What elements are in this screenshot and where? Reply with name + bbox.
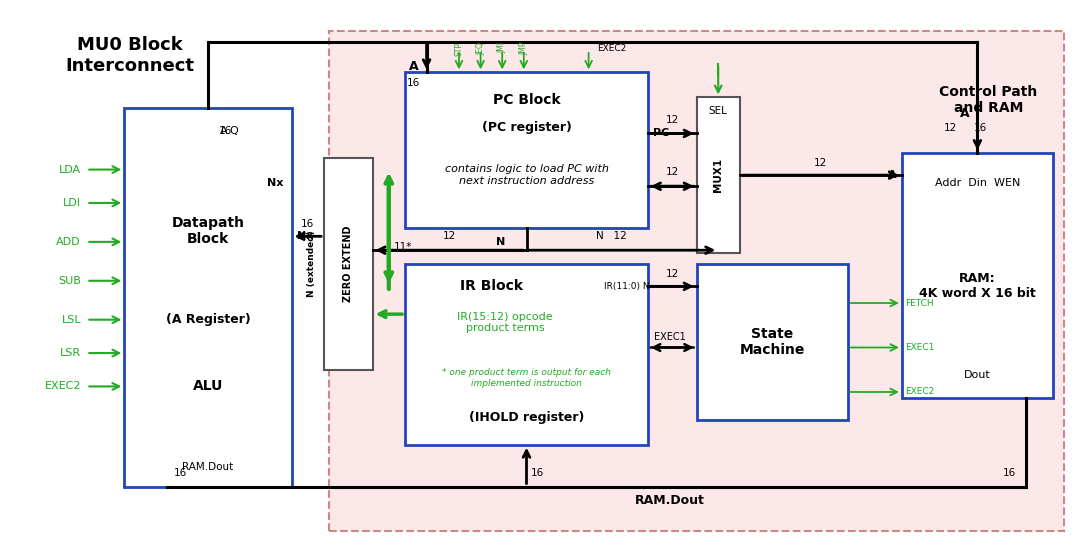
FancyBboxPatch shape: [405, 264, 648, 445]
Text: IR(15:12) opcode
product terms: IR(15:12) opcode product terms: [457, 312, 553, 333]
Text: 11*: 11*: [394, 242, 413, 252]
Text: JMP: JMP: [519, 42, 528, 55]
Text: Datapath
Block: Datapath Block: [172, 216, 244, 246]
Text: JEQ: JEQ: [476, 42, 485, 54]
Text: 16: 16: [974, 123, 987, 133]
Text: EXEC2: EXEC2: [44, 381, 81, 391]
Text: 12: 12: [814, 158, 827, 168]
Text: 16: 16: [407, 78, 420, 88]
Text: A: A: [409, 60, 418, 73]
Text: LDA: LDA: [59, 165, 81, 175]
Text: ADD: ADD: [56, 237, 81, 247]
Text: (A Register): (A Register): [165, 313, 251, 326]
Text: ALU: ALU: [192, 379, 224, 394]
FancyBboxPatch shape: [697, 264, 848, 420]
Text: * one product term is output for each
implemented instruction: * one product term is output for each im…: [442, 369, 611, 388]
Text: 12: 12: [665, 269, 679, 279]
Text: N   12: N 12: [596, 231, 626, 241]
Text: RAM.Dout: RAM.Dout: [183, 462, 233, 472]
Text: LSR: LSR: [59, 348, 81, 358]
Text: 12: 12: [944, 123, 957, 133]
Text: Dout: Dout: [964, 370, 990, 380]
Text: RAM.Dout: RAM.Dout: [635, 494, 704, 507]
Text: 16: 16: [1003, 468, 1016, 478]
FancyBboxPatch shape: [902, 153, 1053, 398]
Text: Addr  Din  WEN: Addr Din WEN: [934, 178, 1021, 188]
Text: PC: PC: [653, 128, 670, 138]
Text: MUX1: MUX1: [713, 158, 724, 192]
Text: IR(11:0) N: IR(11:0) N: [604, 282, 649, 291]
Text: 12: 12: [665, 115, 679, 125]
Text: (PC register): (PC register): [482, 121, 571, 135]
Text: A: A: [960, 107, 969, 121]
FancyBboxPatch shape: [697, 97, 740, 253]
Text: LSL: LSL: [62, 315, 81, 325]
Text: 12: 12: [443, 231, 456, 241]
Text: Nx: Nx: [297, 231, 313, 241]
Text: 16: 16: [530, 468, 544, 478]
Text: IR Block: IR Block: [460, 279, 523, 294]
Text: MU0 Block
Interconnect: MU0 Block Interconnect: [65, 36, 194, 75]
Text: Control Path
and RAM: Control Path and RAM: [940, 85, 1037, 115]
Text: PC Block: PC Block: [492, 93, 561, 107]
Text: EXEC1: EXEC1: [654, 332, 686, 342]
FancyBboxPatch shape: [329, 31, 1064, 531]
Text: N: N: [496, 237, 504, 247]
Text: EXEC1: EXEC1: [905, 343, 934, 352]
FancyBboxPatch shape: [405, 72, 648, 228]
Text: 16: 16: [174, 468, 187, 478]
Text: 16: 16: [301, 219, 314, 229]
Text: LDI: LDI: [63, 198, 81, 208]
Text: 16: 16: [219, 126, 232, 136]
Text: EXEC2: EXEC2: [597, 44, 626, 53]
Text: RAM:
4K word X 16 bit: RAM: 4K word X 16 bit: [919, 272, 1036, 300]
FancyBboxPatch shape: [124, 108, 292, 486]
Text: A: A: [888, 170, 896, 180]
Text: SEL: SEL: [708, 106, 728, 116]
Text: contains logic to load PC with
next instruction address: contains logic to load PC with next inst…: [445, 165, 608, 186]
FancyBboxPatch shape: [324, 158, 373, 370]
Text: N (extended): N (extended): [307, 231, 315, 297]
Text: JMI: JMI: [498, 42, 507, 53]
Text: A.Q: A.Q: [219, 126, 240, 136]
Text: EXEC2: EXEC2: [905, 388, 934, 396]
Text: (IHOLD register): (IHOLD register): [469, 410, 584, 424]
Text: STP: STP: [455, 42, 463, 56]
Text: 12: 12: [665, 167, 679, 177]
Text: ZERO EXTEND: ZERO EXTEND: [343, 226, 353, 302]
Text: FETCH: FETCH: [905, 299, 934, 307]
Text: Nx: Nx: [267, 178, 284, 188]
Text: State
Machine: State Machine: [740, 327, 805, 357]
Text: SUB: SUB: [58, 276, 81, 286]
